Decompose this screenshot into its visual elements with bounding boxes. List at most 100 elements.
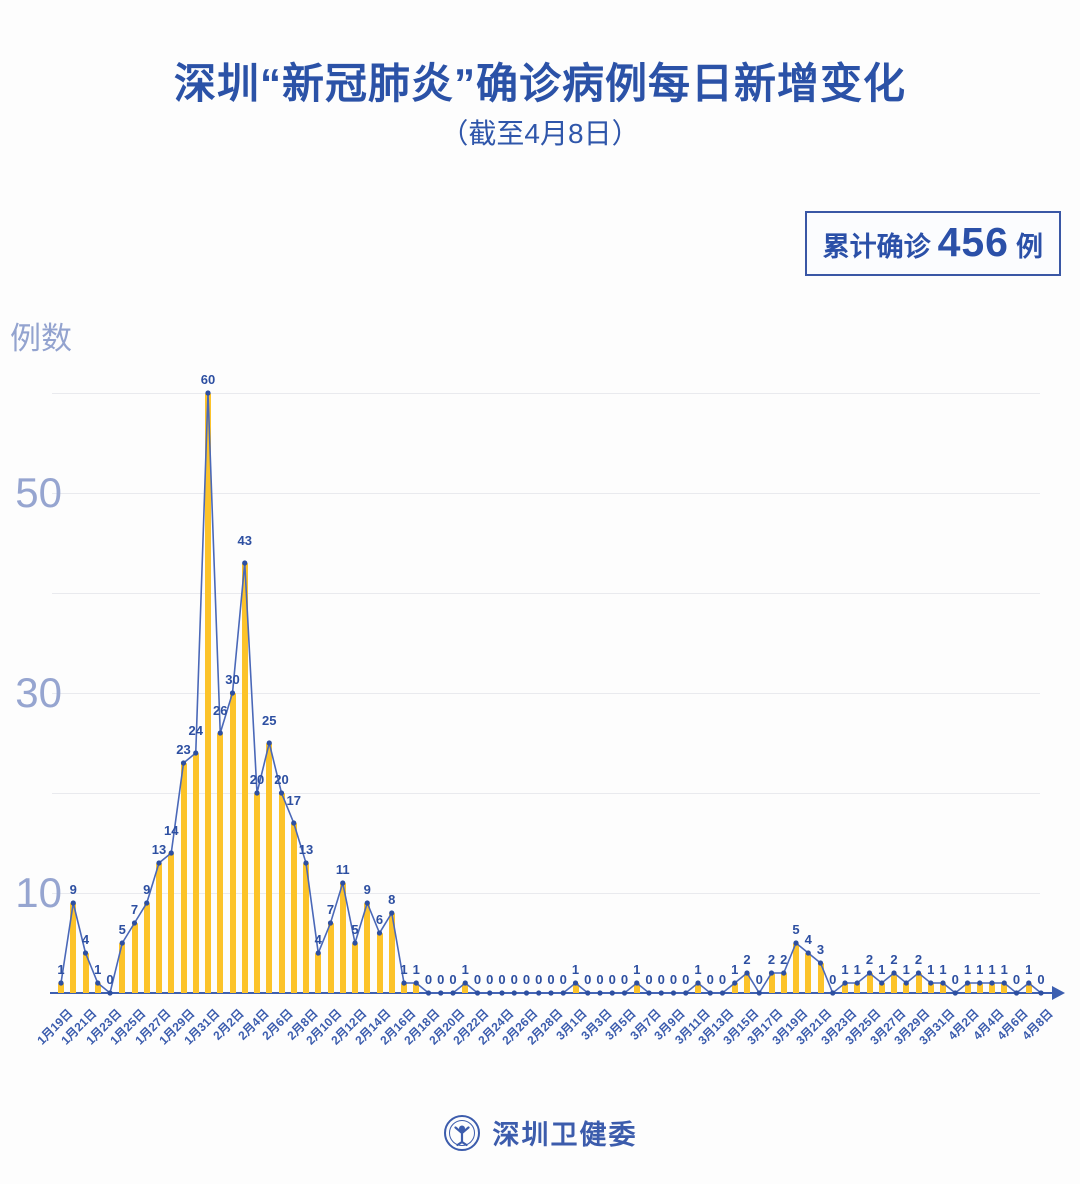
- y-tick-label: 30: [15, 669, 62, 716]
- value-label: 0: [645, 972, 653, 987]
- value-label: 0: [510, 972, 518, 987]
- bar: [633, 983, 640, 993]
- value-label: 13: [298, 842, 314, 857]
- value-label: 0: [669, 972, 678, 987]
- value-label: 0: [620, 972, 629, 987]
- value-label: 1: [94, 962, 102, 977]
- bar: [168, 853, 175, 993]
- bar: [695, 983, 701, 993]
- value-label: 30: [225, 672, 240, 687]
- bar: [388, 913, 395, 993]
- value-label: 0: [437, 972, 445, 987]
- value-label: 1: [694, 962, 702, 977]
- value-label: 1: [963, 962, 972, 977]
- value-label: 0: [547, 972, 555, 987]
- bar: [156, 863, 162, 993]
- badge-count-value: 456: [937, 219, 1009, 265]
- bar: [58, 983, 64, 993]
- value-label: 0: [718, 972, 727, 987]
- x-axis-arrow-icon: [1052, 986, 1065, 1000]
- value-label: 20: [249, 772, 265, 787]
- bar: [940, 983, 946, 993]
- bar: [241, 563, 248, 993]
- value-label: 0: [522, 972, 531, 987]
- value-label: 23: [176, 742, 191, 757]
- bar: [768, 973, 775, 993]
- bar: [192, 753, 199, 993]
- bar: [915, 973, 922, 993]
- value-label: 17: [286, 793, 301, 808]
- value-label: 8: [388, 892, 396, 907]
- bar: [70, 903, 77, 993]
- value-label: 9: [69, 882, 77, 897]
- value-label: 6: [375, 912, 384, 927]
- value-label: 0: [473, 972, 482, 987]
- value-label: 7: [130, 902, 139, 917]
- bar: [205, 393, 211, 993]
- value-label: 2: [865, 952, 874, 967]
- value-label: 5: [351, 922, 359, 937]
- value-label: 25: [262, 713, 277, 728]
- bar: [817, 963, 824, 993]
- bar: [217, 733, 224, 993]
- bar: [1001, 983, 1008, 993]
- y-tick-label: 10: [15, 869, 62, 916]
- bar: [254, 793, 260, 993]
- value-label: 11: [335, 862, 350, 877]
- bar: [731, 983, 738, 993]
- value-label: 1: [633, 962, 641, 977]
- value-label: 60: [200, 372, 216, 387]
- value-label: 2: [914, 952, 923, 967]
- value-label: 0: [755, 972, 763, 987]
- shenzhen-health-commission-logo-icon: [443, 1114, 480, 1151]
- value-label: 0: [951, 972, 959, 987]
- value-label: 43: [237, 533, 252, 548]
- cumulative-total-badge: 累计确诊 456 例: [804, 211, 1061, 276]
- value-label: 1: [412, 962, 420, 977]
- bar: [572, 983, 579, 993]
- value-label: 0: [486, 972, 494, 987]
- value-label: 9: [363, 882, 371, 897]
- gridline: [52, 593, 1040, 594]
- footer-source-label: 深圳卫健委: [492, 1120, 638, 1150]
- bar: [327, 923, 334, 993]
- bar: [891, 973, 897, 993]
- bar: [266, 743, 273, 993]
- gridline: [52, 693, 1040, 694]
- badge-suffix-label: 例: [1016, 232, 1043, 262]
- value-label: 0: [559, 972, 567, 987]
- value-label: 4: [314, 932, 322, 947]
- value-label: 4: [81, 932, 90, 947]
- bar: [927, 983, 934, 993]
- bar: [989, 983, 995, 993]
- bar: [82, 953, 89, 993]
- value-label: 1: [976, 962, 984, 977]
- bar: [376, 933, 383, 993]
- gridline: [52, 793, 1040, 794]
- footer-source: 深圳卫健委: [0, 1113, 1080, 1152]
- value-label: 1: [571, 962, 580, 977]
- value-label: 0: [596, 972, 604, 987]
- gridline: [52, 893, 1040, 894]
- value-label: 1: [853, 962, 861, 977]
- page-subtitle: （截至4月8日）: [440, 118, 640, 149]
- value-label: 0: [584, 972, 592, 987]
- bar: [744, 973, 750, 993]
- value-label: 0: [424, 972, 433, 987]
- bar: [401, 983, 407, 993]
- value-label: 0: [608, 972, 616, 987]
- value-label: 13: [151, 842, 167, 857]
- bar: [780, 973, 787, 993]
- bar: [866, 973, 873, 993]
- bar: [976, 983, 983, 993]
- bar: [462, 983, 469, 993]
- value-label: 0: [657, 972, 665, 987]
- bar: [290, 823, 297, 993]
- value-label: 26: [213, 703, 228, 718]
- bar: [229, 693, 236, 993]
- bar: [793, 943, 799, 993]
- value-label: 0: [1012, 972, 1021, 987]
- bar: [143, 903, 150, 993]
